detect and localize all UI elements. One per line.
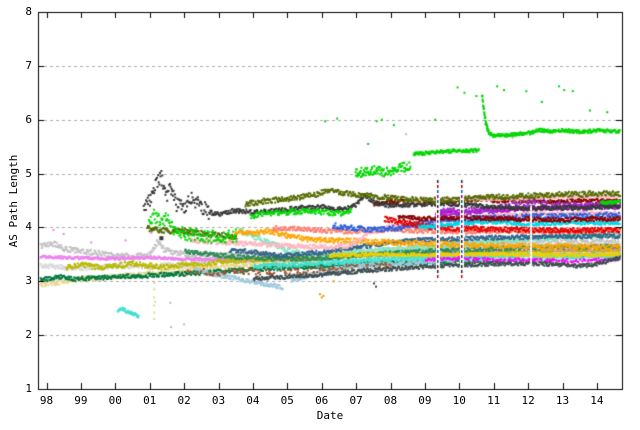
plot-canvas [0, 0, 640, 430]
